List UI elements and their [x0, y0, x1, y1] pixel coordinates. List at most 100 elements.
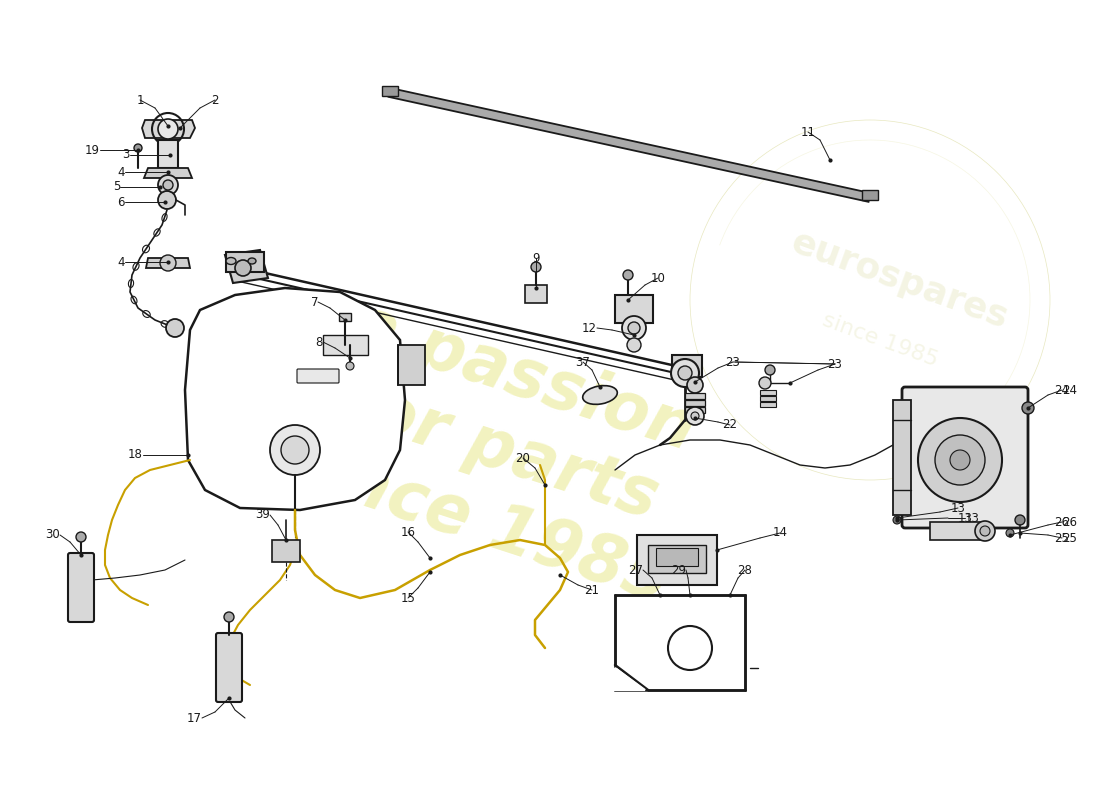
Text: 13: 13 — [950, 502, 966, 514]
FancyBboxPatch shape — [323, 335, 368, 355]
Text: 7: 7 — [310, 295, 318, 309]
Text: 24: 24 — [1055, 383, 1069, 397]
Text: 11: 11 — [801, 126, 815, 138]
Text: 14: 14 — [772, 526, 788, 539]
Text: 1: 1 — [136, 94, 144, 106]
Text: 17: 17 — [187, 711, 202, 725]
Circle shape — [134, 144, 142, 152]
FancyBboxPatch shape — [760, 396, 775, 401]
Circle shape — [623, 270, 632, 280]
Text: 16: 16 — [400, 526, 416, 538]
Circle shape — [975, 521, 996, 541]
Text: 18: 18 — [128, 449, 143, 462]
Text: 3: 3 — [122, 149, 130, 162]
Text: 12: 12 — [582, 322, 597, 334]
Circle shape — [627, 338, 641, 352]
Polygon shape — [615, 668, 645, 690]
Text: 6: 6 — [118, 195, 125, 209]
FancyBboxPatch shape — [158, 140, 178, 168]
Circle shape — [76, 532, 86, 542]
FancyBboxPatch shape — [685, 393, 705, 399]
Text: 39: 39 — [255, 509, 270, 522]
Circle shape — [691, 412, 698, 420]
Text: 25: 25 — [1062, 531, 1077, 545]
Circle shape — [280, 436, 309, 464]
Text: since 1985: since 1985 — [820, 310, 940, 370]
Circle shape — [759, 377, 771, 389]
Circle shape — [166, 319, 184, 337]
Circle shape — [160, 255, 176, 271]
Text: 23: 23 — [726, 355, 740, 369]
Circle shape — [935, 435, 984, 485]
FancyBboxPatch shape — [216, 633, 242, 702]
Polygon shape — [185, 288, 405, 510]
Text: 15: 15 — [400, 591, 416, 605]
FancyBboxPatch shape — [685, 400, 705, 406]
Circle shape — [950, 450, 970, 470]
Polygon shape — [146, 258, 190, 268]
Text: 25: 25 — [1055, 531, 1069, 545]
Text: 21: 21 — [584, 583, 600, 597]
Text: 26: 26 — [1055, 515, 1069, 529]
FancyBboxPatch shape — [893, 400, 911, 515]
Text: 27: 27 — [628, 563, 643, 577]
Circle shape — [531, 262, 541, 272]
Text: 28: 28 — [738, 563, 752, 577]
Circle shape — [918, 418, 1002, 502]
Circle shape — [1022, 402, 1034, 414]
Circle shape — [671, 359, 698, 387]
Circle shape — [764, 365, 776, 375]
Text: 19: 19 — [85, 143, 100, 157]
Text: 30: 30 — [45, 529, 60, 542]
Ellipse shape — [583, 386, 617, 404]
Circle shape — [628, 322, 640, 334]
Text: 37: 37 — [575, 355, 591, 369]
Circle shape — [346, 362, 354, 370]
Text: 13: 13 — [958, 511, 972, 525]
FancyBboxPatch shape — [672, 355, 702, 377]
FancyBboxPatch shape — [382, 86, 398, 96]
Circle shape — [1006, 529, 1014, 537]
FancyBboxPatch shape — [862, 190, 878, 200]
Circle shape — [158, 191, 176, 209]
Ellipse shape — [248, 258, 256, 264]
Text: a passion
for parts
since 1985: a passion for parts since 1985 — [274, 284, 726, 616]
FancyBboxPatch shape — [339, 313, 351, 321]
Text: eurospares: eurospares — [786, 225, 1013, 335]
Circle shape — [668, 626, 712, 670]
Text: 29: 29 — [671, 563, 686, 577]
Circle shape — [158, 119, 178, 139]
FancyBboxPatch shape — [297, 369, 339, 383]
Text: 24: 24 — [1062, 383, 1077, 397]
Text: 22: 22 — [723, 418, 737, 431]
FancyBboxPatch shape — [615, 595, 745, 690]
Text: 8: 8 — [316, 335, 323, 349]
FancyBboxPatch shape — [760, 402, 775, 407]
FancyBboxPatch shape — [525, 285, 547, 303]
Text: 26: 26 — [1062, 515, 1077, 529]
FancyBboxPatch shape — [902, 387, 1028, 528]
FancyBboxPatch shape — [656, 548, 699, 566]
Circle shape — [686, 407, 704, 425]
Circle shape — [621, 316, 646, 340]
Text: 5: 5 — [112, 181, 120, 194]
Text: 2: 2 — [211, 94, 219, 106]
Text: 10: 10 — [650, 271, 666, 285]
Ellipse shape — [226, 258, 236, 265]
Text: 4: 4 — [118, 255, 125, 269]
FancyBboxPatch shape — [648, 545, 706, 573]
Circle shape — [158, 175, 178, 195]
FancyBboxPatch shape — [226, 252, 264, 272]
Text: 23: 23 — [827, 358, 843, 370]
Text: 13: 13 — [965, 511, 980, 525]
FancyBboxPatch shape — [68, 553, 94, 622]
Circle shape — [163, 180, 173, 190]
Text: 4: 4 — [118, 166, 125, 178]
Circle shape — [980, 526, 990, 536]
Polygon shape — [388, 88, 870, 202]
FancyBboxPatch shape — [930, 522, 980, 540]
FancyBboxPatch shape — [760, 390, 775, 395]
Polygon shape — [144, 168, 192, 178]
FancyBboxPatch shape — [685, 407, 705, 413]
Circle shape — [224, 612, 234, 622]
